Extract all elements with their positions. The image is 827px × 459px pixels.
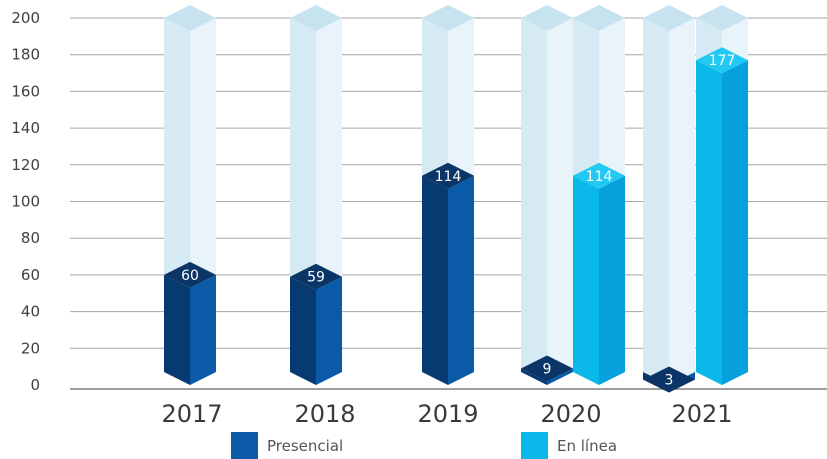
value-label-presencial: 9 <box>543 361 552 377</box>
legend: Presencial En línea <box>231 432 617 459</box>
legend-swatch <box>231 432 258 459</box>
ghost-column-right-face <box>547 18 573 385</box>
value-label-presencial: 60 <box>181 268 199 284</box>
legend-label: En línea <box>557 437 617 455</box>
x-axis-categories: 2017 2018 2019 2020 2021 <box>161 400 732 428</box>
bar-presencial-2019-left-face <box>422 175 448 385</box>
ghost-column-top <box>696 5 748 31</box>
value-label-enlinea: 177 <box>709 53 736 69</box>
y-tick-label: 100 <box>11 193 40 211</box>
bar-presencial-2017-top <box>164 261 216 288</box>
ghost-column-top <box>422 5 474 31</box>
y-tick-label: 0 <box>30 376 40 394</box>
y-tick-label: 180 <box>11 46 40 64</box>
ghost-column-top <box>573 5 625 31</box>
bar-enlinea-2021-top <box>696 47 748 74</box>
bar-presencial-2020-top <box>521 355 573 382</box>
y-axis-ticks: 0 20 40 60 80 100 120 140 160 180 200 <box>11 9 40 394</box>
bar-enlinea-2021-left-face <box>696 60 722 385</box>
bar-enlinea-2021-right-face <box>722 60 748 385</box>
bar-presencial-2019-right-face <box>448 175 474 385</box>
y-tick-label: 20 <box>21 339 40 357</box>
ghost-column-left-face <box>521 18 547 385</box>
bar-presencial-2019-top <box>422 162 474 189</box>
y-tick-label: 160 <box>11 82 40 100</box>
bar-presencial-2017-left-face <box>164 274 190 385</box>
legend-swatch <box>521 432 548 459</box>
bar-enlinea-2020-right-face <box>599 175 625 385</box>
x-tick-label: 2019 <box>417 400 478 428</box>
bar-presencial-2019 <box>422 162 474 385</box>
ghost-column-top <box>643 5 695 31</box>
x-tick-label: 2020 <box>540 400 601 428</box>
bar-presencial-2021-top <box>643 366 695 393</box>
y-tick-label: 40 <box>21 303 40 321</box>
y-tick-label: 80 <box>21 229 40 247</box>
value-labels: 60 59 114 9 114 3 177 <box>181 53 735 388</box>
bar-enlinea-2020-top <box>573 162 625 189</box>
legend-item-enlinea: En línea <box>521 432 617 459</box>
ghost-column-right-face <box>669 18 695 385</box>
bar-presencial-2020-right-face <box>547 368 573 385</box>
legend-item-presencial: Presencial <box>231 432 343 459</box>
bar-presencial-2018-right-face <box>316 276 342 385</box>
bar-presencial-2017 <box>164 261 216 385</box>
ghost-column-left-face <box>643 18 669 385</box>
ghost-column-top <box>521 5 573 31</box>
x-tick-label: 2021 <box>671 400 732 428</box>
y-tick-label: 120 <box>11 156 40 174</box>
bar-presencial-2017-right-face <box>190 274 216 385</box>
bar-presencial-2018 <box>290 263 342 385</box>
x-tick-label: 2018 <box>294 400 355 428</box>
data-bars <box>164 47 748 393</box>
bar-presencial-2020-left-face <box>521 368 547 385</box>
bar-presencial-2018-left-face <box>290 276 316 385</box>
bar-enlinea-2021 <box>696 47 748 385</box>
y-tick-label: 60 <box>21 266 40 284</box>
y-tick-label: 140 <box>11 119 40 137</box>
value-label-presencial: 59 <box>307 270 325 286</box>
ghost-column-top <box>164 5 216 31</box>
y-tick-label: 200 <box>11 9 40 27</box>
x-tick-label: 2017 <box>161 400 222 428</box>
bar-enlinea-2020 <box>573 162 625 385</box>
bar-presencial-2021 <box>643 366 695 393</box>
value-label-presencial: 3 <box>665 372 674 388</box>
bar-presencial-2020 <box>521 355 573 385</box>
ghost-column <box>521 5 573 385</box>
ghost-column <box>643 5 695 385</box>
value-label-presencial: 114 <box>435 169 462 185</box>
bar-presencial-2018-top <box>290 263 342 290</box>
value-label-enlinea: 114 <box>586 169 613 185</box>
legend-label: Presencial <box>267 437 343 455</box>
ghost-column-top <box>290 5 342 31</box>
bar-enlinea-2020-left-face <box>573 175 599 385</box>
